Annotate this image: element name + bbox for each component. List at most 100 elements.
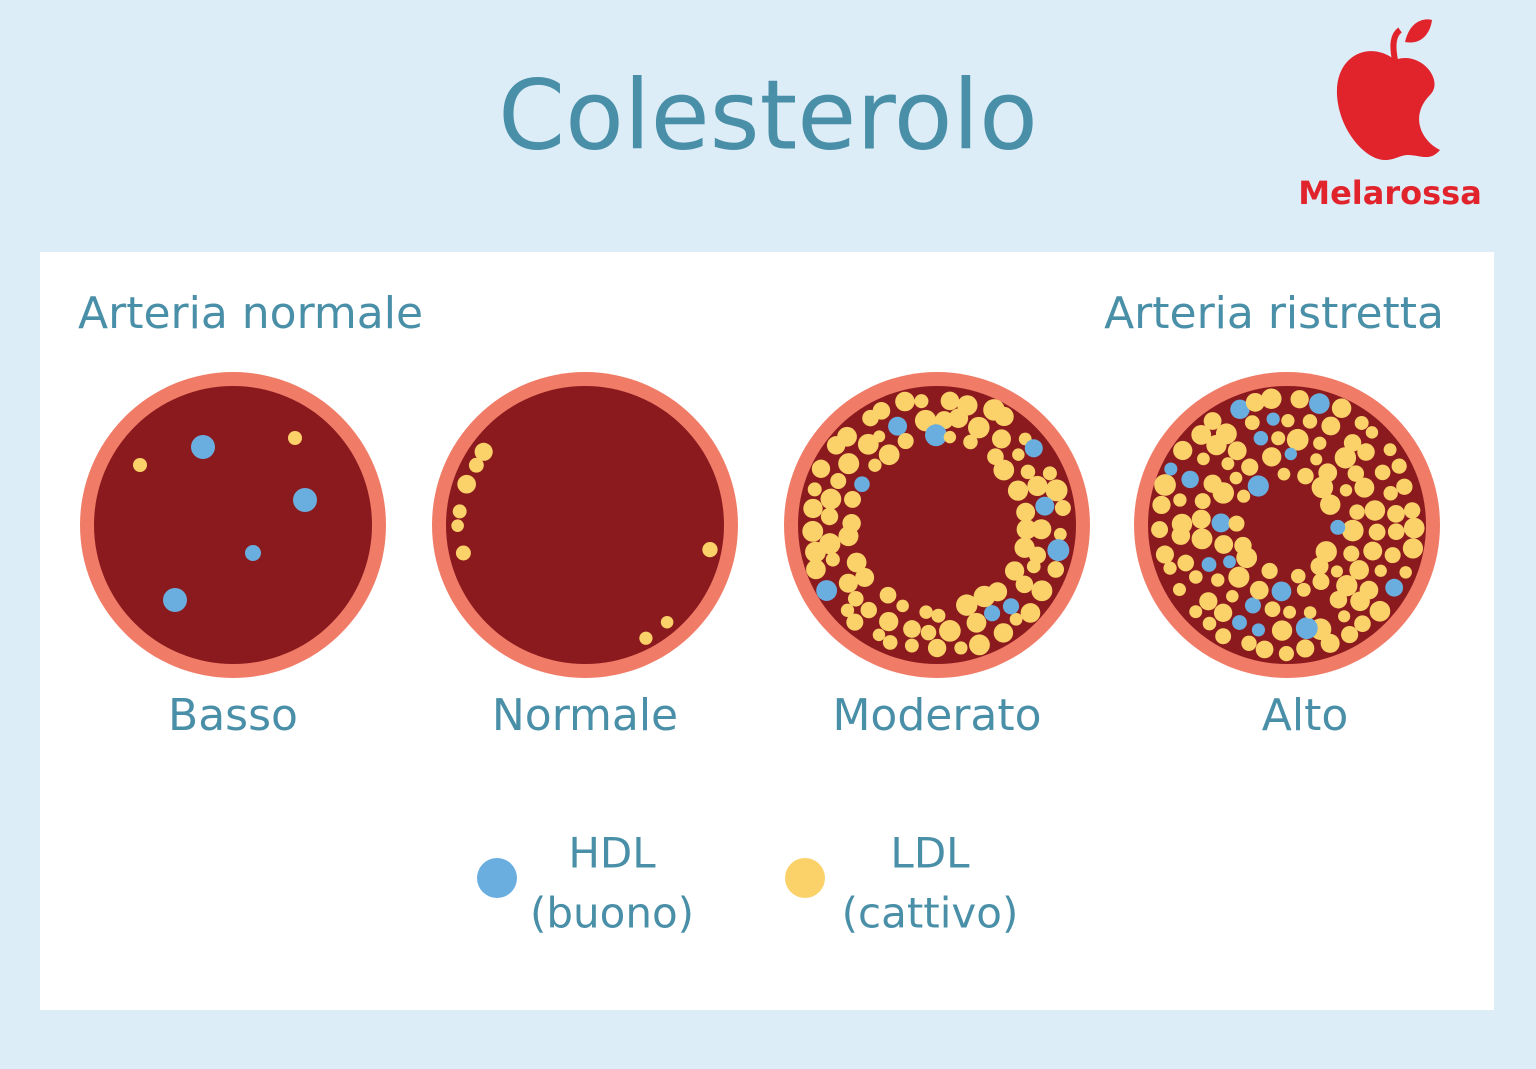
ldl-particle xyxy=(455,545,471,561)
ldl-particle xyxy=(1228,566,1250,588)
title: Colesterolo xyxy=(498,59,1038,171)
ldl-particle xyxy=(914,394,929,409)
ldl-particle xyxy=(847,591,864,607)
ldl-particle xyxy=(1271,620,1293,641)
ldl-particle xyxy=(1302,414,1318,429)
ldl-particle xyxy=(1368,523,1386,541)
ldl-particle xyxy=(451,519,464,532)
hdl-particle xyxy=(1201,557,1217,572)
ldl-particle xyxy=(939,620,961,642)
ldl-particle xyxy=(807,482,822,497)
right-label: Arteria ristretta xyxy=(1104,288,1444,339)
ldl-particle xyxy=(1221,457,1235,471)
ldl-particle xyxy=(1404,502,1421,519)
ldl-particle xyxy=(844,490,861,508)
hdl-particle xyxy=(1024,439,1043,458)
ldl-particle xyxy=(1229,471,1243,485)
ldl-particle xyxy=(954,641,968,655)
ldl-particle xyxy=(1297,467,1314,485)
ldl-particle xyxy=(868,458,882,472)
ldl-particle xyxy=(1009,612,1023,626)
ldl-particle xyxy=(1255,640,1274,659)
hdl-particle xyxy=(1223,555,1236,569)
left-label: Arteria normale xyxy=(78,288,423,339)
hdl-particle xyxy=(1047,539,1070,562)
ldl-particle xyxy=(1364,500,1386,521)
hdl-particle xyxy=(816,580,838,601)
ldl-particle xyxy=(1191,509,1211,529)
ldl-particle xyxy=(1012,448,1025,461)
ldl-particle xyxy=(857,433,879,455)
ldl-particle xyxy=(1191,424,1212,445)
ldl-particle xyxy=(802,520,824,542)
ldl-particle xyxy=(897,433,914,450)
ldl-particle xyxy=(1154,474,1176,496)
ldl-particle xyxy=(940,391,960,411)
ldl-particle xyxy=(820,488,842,510)
hdl-particle xyxy=(1244,597,1261,614)
ldl-particle xyxy=(1396,478,1413,495)
ldl-particle xyxy=(838,573,858,593)
ldl-particle xyxy=(878,444,900,466)
ldl-particle xyxy=(837,426,857,447)
ldl-particle xyxy=(1173,493,1187,507)
ldl-particle xyxy=(943,430,957,444)
hdl-particle xyxy=(1253,430,1269,446)
hdl-particle xyxy=(1230,399,1250,420)
ldl-particle xyxy=(966,612,987,633)
ldl-dot xyxy=(785,858,825,898)
ldl-particle xyxy=(879,586,897,604)
hdl-particle xyxy=(245,545,261,561)
hdl-particle xyxy=(293,488,317,512)
ldl-particle xyxy=(133,458,147,472)
ldl-particle xyxy=(1343,545,1360,562)
ldl-particle xyxy=(1403,517,1425,539)
ldl-particle xyxy=(1047,561,1065,578)
ldl-particle xyxy=(882,635,898,650)
ldl-particle xyxy=(1350,591,1370,612)
ldl-particle xyxy=(919,605,933,619)
hdl-dot xyxy=(477,858,517,898)
ldl-particle xyxy=(1014,537,1035,558)
ldl-particle xyxy=(1262,447,1282,467)
ldl-particle xyxy=(639,631,653,645)
ldl-particle xyxy=(1007,480,1029,501)
ldl-particle xyxy=(1020,603,1041,623)
ldl-particle xyxy=(1374,464,1391,481)
ldl-particle xyxy=(1310,557,1329,576)
ldl-particle xyxy=(1045,479,1068,502)
ldl-particle xyxy=(1383,486,1398,501)
logo: Melarossa xyxy=(1298,19,1482,212)
ldl-particle xyxy=(1189,570,1203,584)
ldl-particle xyxy=(1016,502,1036,522)
ldl-particle xyxy=(1311,476,1334,499)
hdl-particle xyxy=(925,424,947,447)
ldl-particle xyxy=(1261,388,1282,409)
hdl-particle xyxy=(1247,475,1269,497)
ldl-particle xyxy=(1202,616,1217,631)
ldl-particle xyxy=(1171,513,1193,535)
ldl-particle xyxy=(1286,428,1309,451)
ldl-particle xyxy=(803,498,823,519)
ldl-particle xyxy=(1271,431,1286,446)
hdl-particle xyxy=(1266,412,1280,426)
ldl-particle xyxy=(1357,443,1375,461)
ldl-particle xyxy=(879,611,899,632)
ldl-particle xyxy=(660,615,674,629)
ldl-particle xyxy=(903,620,921,638)
ldl-particle xyxy=(1215,423,1237,445)
ldl-particle xyxy=(1334,447,1357,469)
ldl-particle xyxy=(1303,606,1317,619)
ldl-particle xyxy=(1197,452,1210,466)
ldl-particle xyxy=(1241,458,1259,476)
ldl-particle xyxy=(820,507,839,526)
ldl-particle xyxy=(1354,615,1371,633)
ldl-particle xyxy=(1226,589,1239,603)
legend-note: (cattivo) xyxy=(842,889,1019,938)
ldl-particle xyxy=(920,624,937,641)
ldl-particle xyxy=(811,459,831,478)
ldl-particle xyxy=(1211,573,1225,587)
ldl-particle xyxy=(1173,440,1193,461)
ldl-particle xyxy=(1283,605,1297,619)
